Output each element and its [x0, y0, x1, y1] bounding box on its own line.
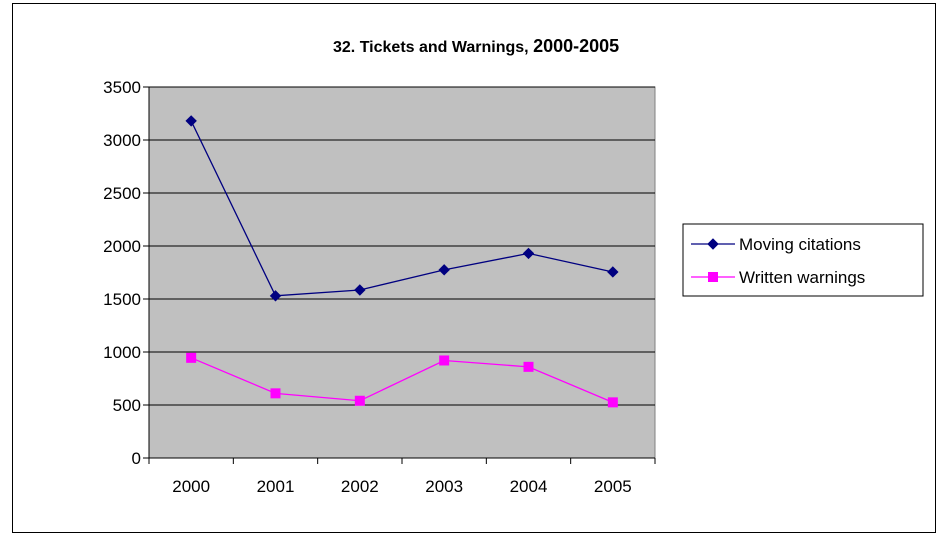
series-line — [190, 120, 613, 297]
y-tick-label: 500 — [113, 396, 141, 415]
data-point — [354, 284, 366, 296]
data-point — [438, 264, 450, 276]
data-point — [270, 388, 281, 399]
chart-title: 32. Tickets and Warnings, 2000-2005 — [333, 36, 619, 56]
y-axis-tick-labels: 0 500 1000 1500 2000 2500 3000 3500 — [103, 78, 141, 468]
series-2 — [186, 352, 618, 408]
legend-marker — [708, 272, 718, 282]
plot-area — [148, 86, 656, 459]
y-tick-label: 2000 — [103, 237, 141, 256]
data-point — [523, 361, 534, 372]
data-point — [439, 355, 450, 366]
x-tick-label: 2000 — [172, 477, 210, 496]
chart-title-range: 2000-2005 — [533, 36, 619, 56]
y-tick-label: 1000 — [103, 343, 141, 362]
legend-marker — [707, 238, 719, 250]
data-point — [522, 247, 535, 260]
axes — [143, 86, 656, 464]
y-tick-label: 3000 — [103, 131, 141, 150]
data-point — [185, 115, 197, 127]
y-tick-label: 0 — [132, 449, 141, 468]
legend-box — [682, 223, 924, 297]
series-line — [190, 357, 614, 403]
data-point — [186, 352, 197, 363]
data-point — [607, 397, 618, 408]
data-point — [354, 395, 365, 406]
y-tick-label: 3500 — [103, 78, 141, 97]
x-tick-label: 2003 — [425, 477, 463, 496]
data-point — [607, 266, 619, 278]
legend-label: Moving citations — [739, 235, 861, 254]
x-tick-label: 2002 — [341, 477, 379, 496]
chart-area: 32. Tickets and Warnings, 2000-2005 0 500… — [12, 3, 936, 533]
x-tick-label: 2005 — [594, 477, 632, 496]
y-tick-label: 2500 — [103, 184, 141, 203]
legend-label: Written warnings — [739, 268, 865, 287]
line-chart: 32. Tickets and Warnings, 2000-2005 0 500… — [103, 36, 924, 496]
series-1 — [185, 115, 619, 302]
legend: Moving citations Written warnings — [682, 223, 924, 297]
x-tick-label: 2004 — [510, 477, 548, 496]
data-point — [269, 290, 282, 302]
chart-title-prefix: 32. Tickets and Warnings, — [333, 39, 533, 56]
gridlines — [149, 86, 655, 406]
y-tick-label: 1500 — [103, 290, 141, 309]
series — [185, 115, 619, 408]
x-tick-label: 2001 — [257, 477, 295, 496]
x-axis-tick-labels: 2000 2001 2002 2003 2004 2005 — [172, 477, 631, 496]
